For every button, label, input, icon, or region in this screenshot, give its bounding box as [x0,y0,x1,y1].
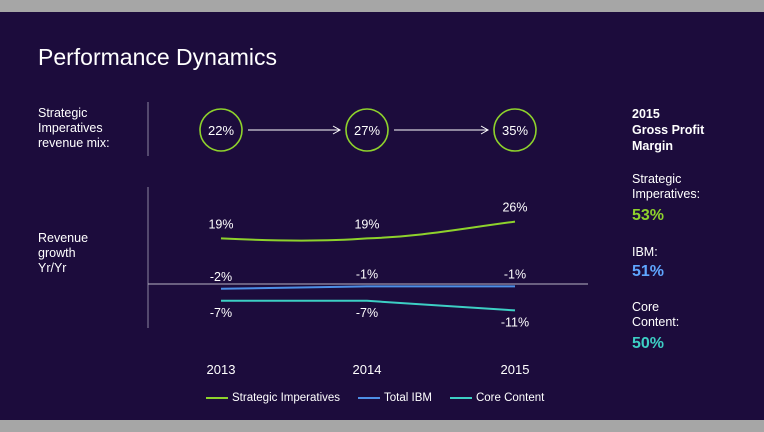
slide: Performance Dynamics Strategic Imperativ… [0,12,764,420]
arrow-head-icon [480,125,490,135]
arrow-head-icon [332,125,342,135]
data-label-core-content-2013: -7% [210,306,232,320]
legend-label-core-content: Core Content [475,392,545,404]
gpm-ibm-value: 51% [632,263,665,280]
data-label-strategic-imperatives-2015: 26% [502,201,527,215]
legend-item-core-content: Core Content [449,392,545,404]
legend-swatch-strategic-imperatives [206,397,228,399]
revenue-mix-circle-2015 [493,108,537,152]
revenue-mix-label-2013: 22% [208,123,234,138]
gpm-ibm-label: IBM: [632,245,658,259]
revenue-growth-label: Revenue growth Yr/Yr [38,231,89,275]
data-label-total-ibm-2015: -1% [504,267,526,281]
data-label-strategic-imperatives-2014: 19% [354,217,379,231]
x-tick-label-2013: 2013 [207,362,236,377]
legend-swatch-total-ibm [358,397,381,399]
gpm-strategic-imperatives-value: 53% [632,207,665,224]
legend-item-strategic-imperatives: Strategic Imperatives [206,392,340,404]
revenue-mix-circle-2013 [199,108,243,152]
legend-label-strategic-imperatives: Strategic Imperatives [232,392,341,404]
gpm-strategic-imperatives-label: Strategic Imperatives: [632,172,701,201]
gpm-core-content-label: Core Content: [632,300,680,329]
revenue-mix-label-2014: 27% [354,123,380,138]
revenue-mix-circle-2014 [345,108,389,152]
legend-swatch-core-content [449,397,472,399]
x-tick-label-2015: 2015 [501,362,530,377]
legend-label-total-ibm: Total IBM [384,392,432,404]
revenue-mix-label: Strategic Imperatives revenue mix: [38,106,110,150]
legend-item-total-ibm: Total IBM [358,392,432,404]
series-line-core-content [221,299,516,312]
legend: Strategic Imperatives Total IBM Core Con… [206,392,544,404]
data-label-total-ibm-2013: -2% [210,270,232,284]
chart: 22% 27% 35% 19% 19% 26% -2% -1% -1% -7% -7% -11% 201… [147,102,588,377]
data-label-total-ibm-2014: -1% [356,267,378,281]
gpm-core-content-value: 50% [632,335,665,352]
revenue-mix-label-2015: 35% [502,123,528,138]
page-title: Performance Dynamics [38,44,278,70]
data-label-strategic-imperatives-2013: 19% [208,217,233,231]
x-tick-label-2014: 2014 [353,362,382,377]
gross-profit-margin-title: 2015 Gross Profit Margin [632,107,705,153]
series-line-strategic-imperatives [220,220,516,242]
data-label-core-content-2015: -11% [501,315,529,329]
data-label-core-content-2014: -7% [356,306,378,320]
series-line-total-ibm [220,285,515,290]
